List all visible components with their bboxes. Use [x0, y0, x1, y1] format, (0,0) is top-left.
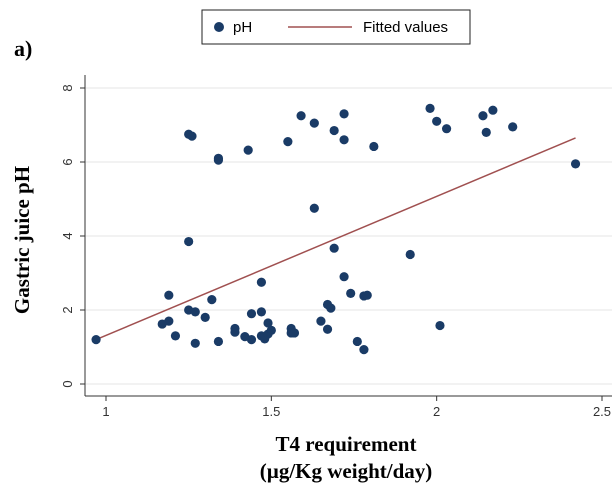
ph-data-point: [339, 272, 349, 282]
x-tick-label: 2.5: [593, 404, 611, 419]
legend-marker-ph: [214, 22, 224, 32]
ph-data-point: [329, 125, 339, 136]
legend: pH Fitted values: [201, 9, 471, 45]
ph-data-point: [91, 335, 101, 345]
ph-data-point: [256, 277, 267, 287]
ph-data-point: [346, 288, 356, 298]
ph-data-point: [316, 316, 326, 326]
ph-data-point: [266, 325, 276, 335]
x-axis-title-line1: T4 requirement: [276, 432, 417, 456]
legend-label-ph: pH: [233, 19, 252, 36]
ph-data-point: [369, 141, 379, 152]
ph-data-point: [329, 243, 339, 253]
ph-data-point: [246, 309, 257, 319]
ph-data-point: [441, 124, 452, 134]
ph-data-point: [187, 131, 197, 141]
ph-data-point: [190, 338, 200, 348]
ph-data-point: [425, 103, 435, 113]
ph-data-point: [289, 328, 300, 338]
panel-label: a): [14, 36, 32, 61]
ph-data-point: [352, 336, 362, 347]
ph-data-point: [200, 312, 210, 322]
fitted-values-line: [95, 137, 576, 341]
legend-label-fitted: Fitted values: [363, 19, 448, 36]
x-tick-label: 2: [433, 404, 440, 419]
ph-data-point: [362, 290, 372, 300]
ph-data-point: [190, 307, 200, 317]
ph-data-point: [339, 109, 349, 119]
ph-data-point: [326, 303, 336, 313]
gridlines: [85, 87, 612, 385]
ph-data-point: [207, 295, 217, 305]
ph-data-point: [263, 318, 273, 328]
ph-data-point: [309, 118, 319, 128]
ph-data-point: [230, 323, 240, 334]
y-axis-title: Gastric juice pH: [10, 166, 34, 314]
fitted-line-series: [95, 137, 576, 341]
x-axis-ticks: 1 1.5 2 2.5: [102, 396, 611, 419]
y-tick-label: 2: [60, 306, 75, 313]
ph-data-point: [508, 122, 518, 132]
ph-data-point: [359, 344, 369, 355]
ph-data-point: [164, 316, 174, 326]
ph-data-point: [488, 105, 498, 115]
y-axis-ticks: 0 2 4 6 8: [60, 84, 85, 388]
ph-data-point: [170, 331, 181, 341]
x-tick-label: 1: [102, 404, 109, 419]
ph-data-point: [184, 236, 194, 247]
ph-data-point: [246, 335, 257, 345]
ph-data-point: [213, 155, 224, 165]
ph-data-point: [432, 116, 442, 126]
x-axis-title-line2: (µg/Kg weight/day): [260, 459, 433, 483]
ph-data-point: [243, 145, 253, 155]
ph-data-point: [570, 159, 581, 169]
y-tick-label: 6: [60, 158, 75, 165]
ph-data-point: [283, 137, 293, 147]
ph-data-point: [256, 307, 267, 317]
ph-data-point: [322, 324, 333, 334]
y-tick-label: 8: [60, 84, 75, 91]
ph-data-point: [478, 111, 488, 121]
ph-data-point: [213, 336, 224, 347]
ph-data-point: [435, 320, 445, 331]
y-tick-label: 0: [60, 380, 75, 387]
x-tick-label: 1.5: [262, 404, 280, 419]
ph-data-point: [339, 135, 349, 145]
y-tick-label: 4: [60, 232, 75, 239]
ph-data-point: [309, 203, 319, 213]
ph-scatter-series: [91, 103, 581, 355]
ph-data-point: [164, 290, 174, 300]
ph-data-point: [481, 127, 491, 137]
ph-data-point: [405, 249, 415, 260]
ph-data-point: [296, 111, 306, 121]
